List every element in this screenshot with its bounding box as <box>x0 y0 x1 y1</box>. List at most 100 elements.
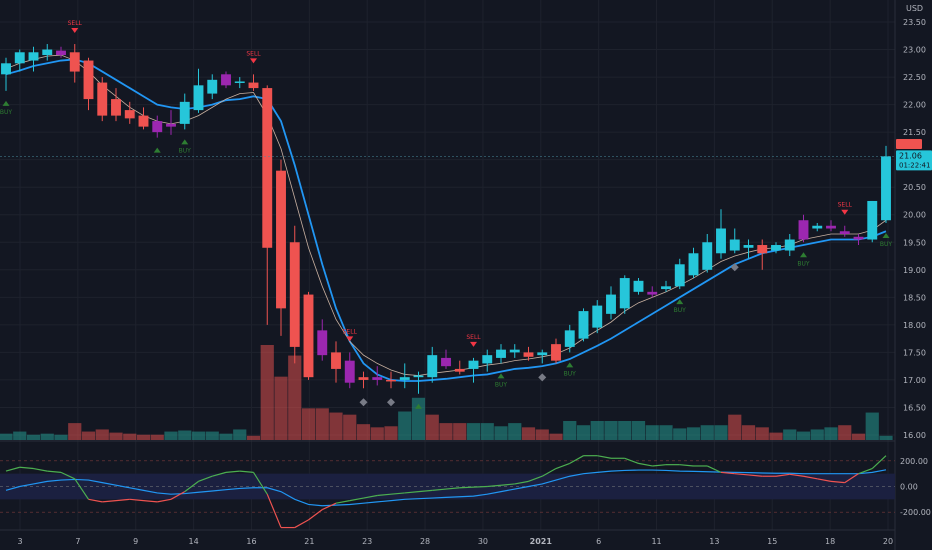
candle[interactable] <box>688 247 699 279</box>
candle[interactable] <box>14 49 25 72</box>
candle-body <box>839 231 850 235</box>
candle[interactable] <box>564 324 575 353</box>
osc-main-line-segment <box>88 498 103 503</box>
candle[interactable] <box>496 344 506 364</box>
candle[interactable] <box>784 234 795 257</box>
candle[interactable] <box>619 275 630 314</box>
candle[interactable] <box>386 371 396 389</box>
candle[interactable] <box>372 366 383 386</box>
candles[interactable] <box>1 44 891 394</box>
candle[interactable] <box>427 346 438 383</box>
candle[interactable] <box>771 242 781 254</box>
candle[interactable] <box>1 57 11 91</box>
diamond-marker-icon <box>538 373 547 382</box>
candle[interactable] <box>578 308 589 342</box>
candle[interactable] <box>867 200 878 243</box>
osc-main-line-segment <box>706 465 722 473</box>
candle[interactable] <box>221 71 231 89</box>
osc-main-line-segment <box>514 480 529 485</box>
buy-arrow-icon <box>566 362 574 368</box>
candle[interactable] <box>303 291 314 380</box>
volume-bar <box>95 429 109 440</box>
osc-main-line-segment <box>844 473 859 484</box>
candle[interactable] <box>152 115 163 138</box>
candle[interactable] <box>702 234 713 273</box>
candle[interactable] <box>468 357 479 383</box>
candle[interactable] <box>839 225 850 237</box>
candle[interactable] <box>661 280 671 292</box>
osc-main-line-segment <box>734 473 749 476</box>
price-axis[interactable]: USD23.5023.0022.5022.0021.5021.0020.5020… <box>903 4 926 440</box>
candle[interactable] <box>537 349 548 364</box>
candle-body <box>661 286 671 290</box>
candle[interactable] <box>592 300 603 334</box>
last-price-badge <box>896 150 932 171</box>
candle[interactable] <box>289 225 300 364</box>
candle[interactable] <box>454 360 465 375</box>
candle[interactable] <box>207 74 218 100</box>
candle[interactable] <box>647 286 658 298</box>
candle[interactable] <box>28 46 39 72</box>
candle[interactable] <box>729 228 740 254</box>
candle-body <box>317 330 328 356</box>
osc-main-line-segment <box>775 473 790 477</box>
candle[interactable] <box>83 57 94 111</box>
sell-label: SELL <box>343 328 358 335</box>
candle[interactable] <box>97 77 108 122</box>
candle[interactable] <box>248 74 259 91</box>
candle[interactable] <box>743 239 754 259</box>
candle[interactable] <box>674 258 685 290</box>
candle[interactable] <box>234 77 245 89</box>
volume-bar <box>425 414 439 440</box>
candle[interactable] <box>111 88 121 122</box>
candle[interactable] <box>812 222 823 232</box>
volume-bar <box>164 431 178 440</box>
candle-body <box>179 101 190 124</box>
candle[interactable] <box>344 352 355 389</box>
volume-bar <box>769 432 783 440</box>
candle[interactable] <box>523 346 534 361</box>
osc-tick-label: 200.00 <box>900 457 928 466</box>
candle-body <box>83 60 94 100</box>
volume-bar <box>150 434 164 440</box>
candle[interactable] <box>56 46 66 58</box>
candle[interactable] <box>509 344 520 358</box>
candle[interactable] <box>124 101 135 124</box>
volume-bar <box>453 423 467 440</box>
volume-bar <box>673 428 687 440</box>
volume-bar <box>123 433 137 440</box>
candle[interactable] <box>606 286 616 320</box>
candle[interactable] <box>413 371 424 394</box>
candle[interactable] <box>716 209 726 259</box>
candle[interactable] <box>633 278 644 295</box>
candle[interactable] <box>166 110 176 135</box>
time-axis[interactable]: 3 7 9 14 16 21 23 28 30 2021 6 11 13 15 18 20 <box>17 537 893 546</box>
volume-bar <box>741 425 756 440</box>
time-tick-label: 28 <box>420 537 430 546</box>
candle[interactable] <box>138 107 149 130</box>
candle[interactable] <box>193 68 204 113</box>
candle[interactable] <box>69 44 80 83</box>
osc-main-line-segment <box>33 467 48 472</box>
candle[interactable] <box>853 234 864 246</box>
candle[interactable] <box>317 319 328 361</box>
volume-bar <box>728 414 742 440</box>
candle[interactable] <box>331 341 341 383</box>
candle[interactable] <box>399 363 410 389</box>
candle[interactable] <box>42 44 53 61</box>
candle[interactable] <box>482 349 493 372</box>
candle[interactable] <box>551 338 561 364</box>
candle[interactable] <box>881 145 891 223</box>
candle[interactable] <box>826 220 836 232</box>
candle[interactable] <box>358 371 369 389</box>
candle-body <box>509 349 520 353</box>
candle[interactable] <box>179 93 190 130</box>
candle[interactable] <box>441 349 451 369</box>
candle[interactable] <box>262 85 273 325</box>
volume-bar <box>851 433 866 440</box>
candle[interactable] <box>798 214 809 243</box>
candle[interactable] <box>276 159 286 336</box>
buy-label: BUY <box>564 370 577 377</box>
candle[interactable] <box>757 239 768 270</box>
